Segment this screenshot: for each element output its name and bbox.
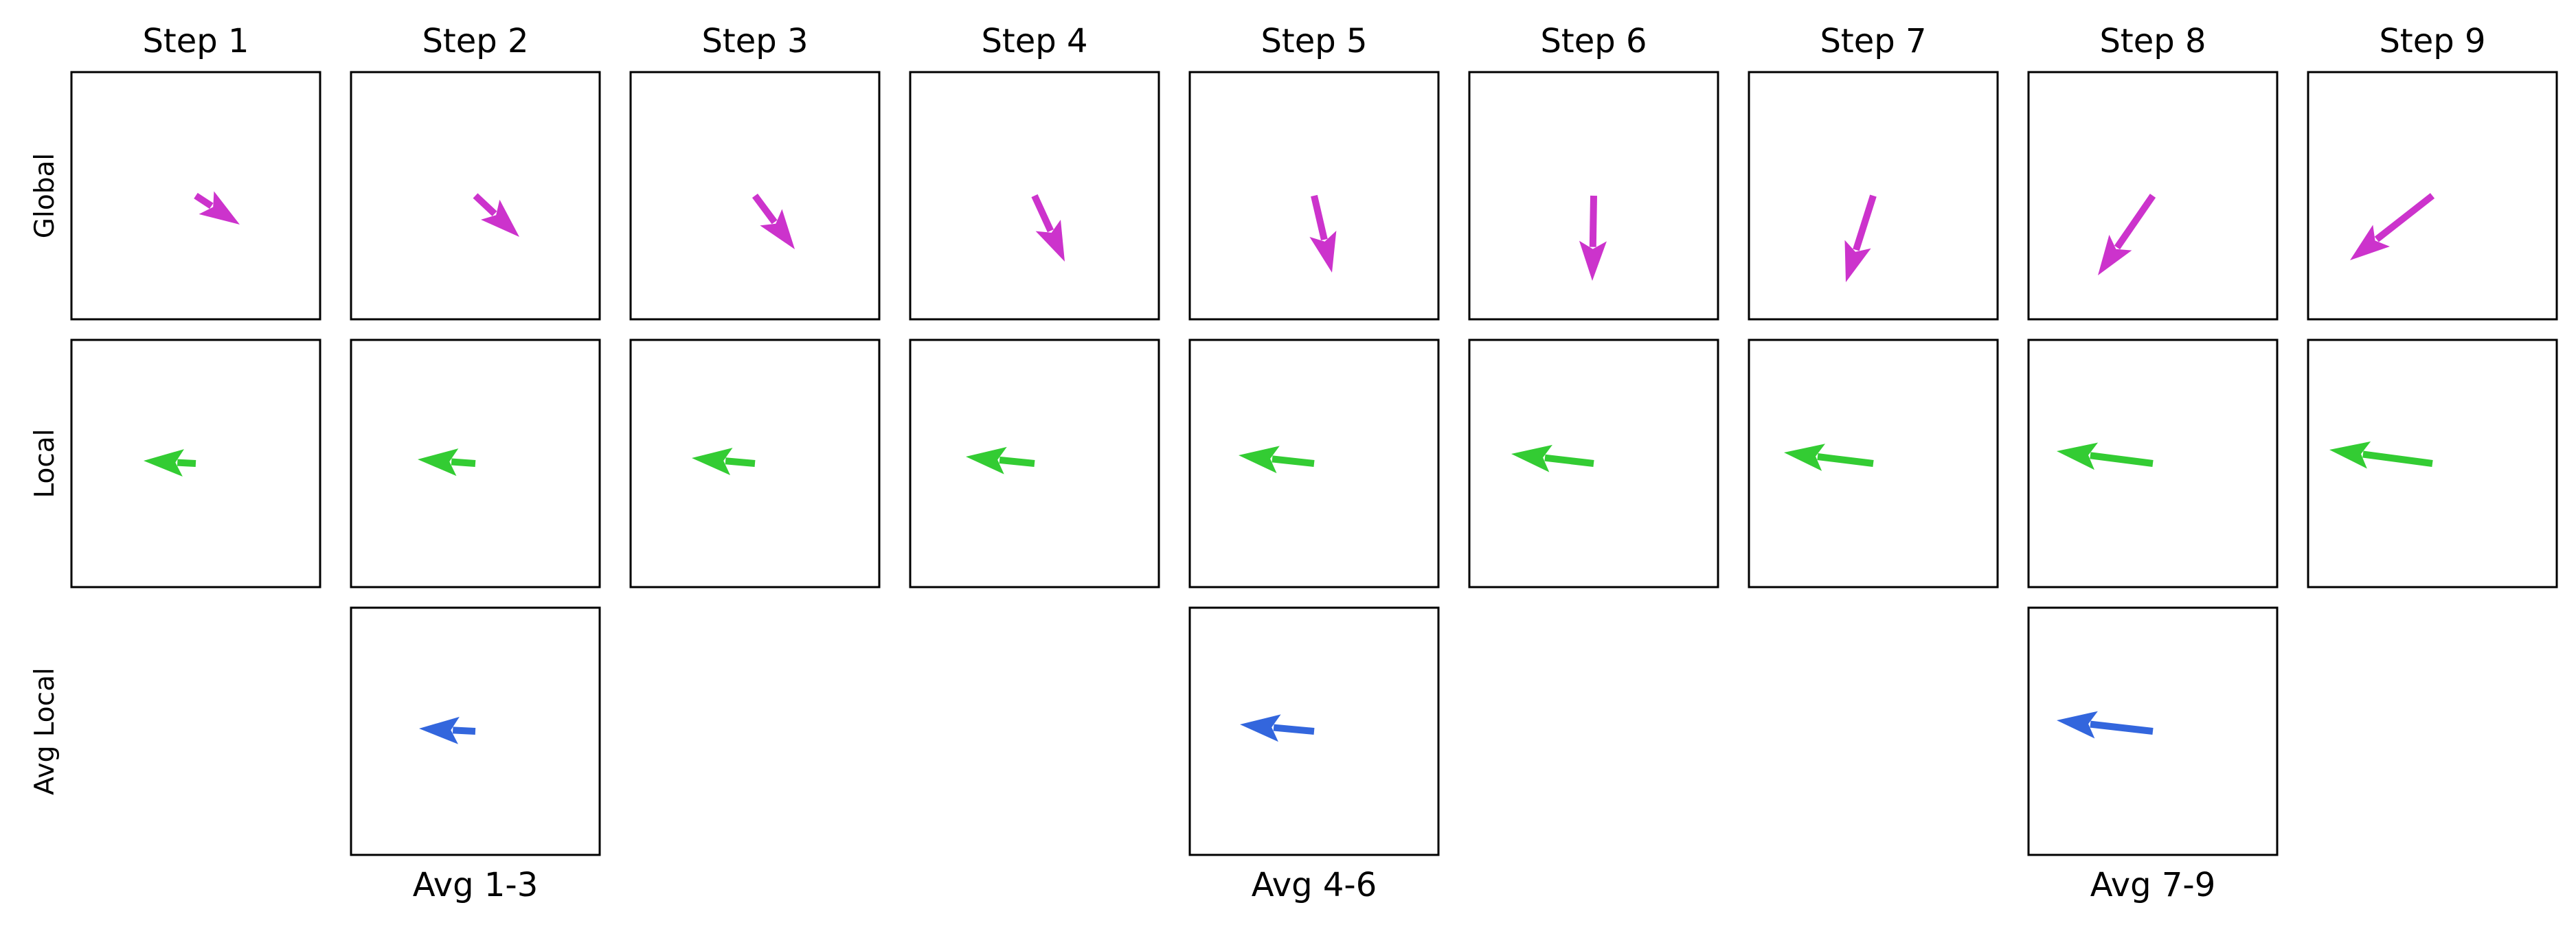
local-vector-arrow [966,446,1035,474]
avg-local-vector-arrow [419,716,476,744]
avg-captions: Avg 1-3 Avg 4-6 Avg 7-9 [413,866,2216,904]
global-panel-step-2 [350,71,601,321]
local-vector-arrow [1511,444,1594,472]
global-vector-arrow [1031,194,1065,262]
panel-frame [2027,606,2279,856]
local-panel-step-5 [1188,339,1440,588]
global-panel-step-4 [909,71,1160,321]
local-panel-step-6 [1468,339,1719,588]
column-title-step-8: Step 8 [2099,22,2206,60]
local-vector-arrow [144,449,196,477]
local-vector-arrow [2329,441,2433,469]
column-titles: Step 1 Step 2 Step 3 Step 4 Step 5 Step 6 Step… [142,22,2485,60]
global-panel-step-8 [2027,71,2279,321]
local-vector-arrow [692,448,756,475]
global-panel-step-9 [2307,71,2558,321]
local-panel-step-2 [350,339,601,588]
row-labels: Global Local Avg Local [30,153,60,795]
column-title-step-6: Step 6 [1540,22,1647,60]
global-panel-step-7 [1748,71,1999,321]
avg-caption-2: Avg 4-6 [1252,866,1377,904]
column-title-step-5: Step 5 [1261,22,1367,60]
global-panel-step-5 [1188,71,1440,321]
avg-local-panel-step-5 [1188,606,1440,856]
local-panel-step-7 [1748,339,1999,588]
column-title-step-2: Step 2 [422,22,528,60]
avg-local-vector-arrow [2057,711,2154,739]
column-title-step-9: Step 9 [2379,22,2485,60]
row-label-avg-local: Avg Local [30,667,60,795]
row-label-local: Local [30,428,60,498]
column-title-step-7: Step 7 [1820,22,1926,60]
global-vector-arrow [1844,194,1877,282]
local-vector-arrow [2057,442,2154,470]
global-vector-arrow [2350,193,2435,260]
global-vector-arrow [1309,194,1337,273]
avg-local-panel-step-2 [350,606,601,856]
local-panel-step-9 [2307,339,2558,588]
local-panel-step-3 [629,339,881,588]
avg-caption-3: Avg 7-9 [2090,866,2216,904]
column-title-step-3: Step 3 [701,22,808,60]
local-panel-step-1 [70,339,321,588]
global-panel-step-3 [629,71,881,321]
avg-caption-1: Avg 1-3 [413,866,539,904]
avg-local-panel-step-8 [2027,606,2279,856]
global-panel-step-6 [1468,71,1719,321]
column-title-step-4: Step 4 [981,22,1087,60]
local-panel-step-4 [909,339,1160,588]
global-vector-arrow [1579,195,1607,281]
column-title-step-1: Step 1 [142,22,249,60]
avg-local-vector-arrow [1240,714,1315,742]
local-vector-arrow [418,448,476,477]
global-vector-arrow [194,191,240,225]
global-vector-arrow [752,194,795,249]
global-panel-step-1 [70,71,321,321]
row-label-global: Global [30,153,60,238]
local-vector-arrow [1239,446,1315,474]
global-vector-arrow [2098,194,2156,275]
panels [70,71,2558,856]
global-vector-arrow [473,193,519,237]
panel-frame [70,339,321,588]
local-vector-arrow [1784,444,1874,471]
local-panel-step-8 [2027,339,2279,588]
